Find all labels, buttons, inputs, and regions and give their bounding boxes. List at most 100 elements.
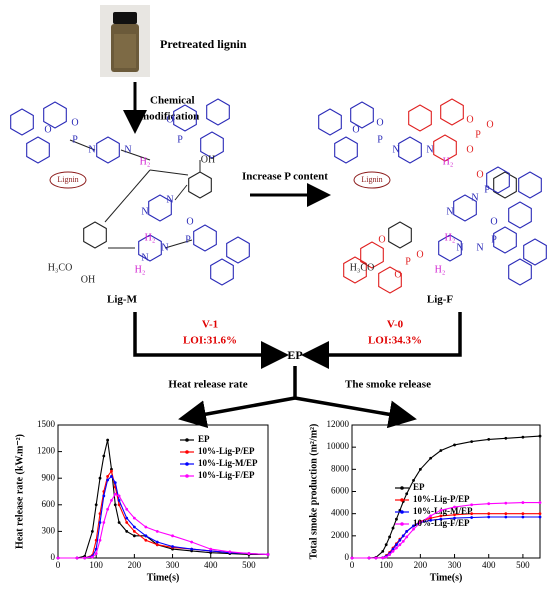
point xyxy=(266,553,270,556)
point xyxy=(470,440,474,444)
atom-label: O xyxy=(378,234,385,245)
point xyxy=(94,503,98,507)
point xyxy=(98,538,102,542)
atom-label: N xyxy=(471,192,478,203)
x-tick-label: 100 xyxy=(379,560,393,570)
point xyxy=(132,525,136,529)
arrow xyxy=(294,396,417,429)
point xyxy=(439,514,443,518)
x-axis-label: Time(s) xyxy=(430,572,463,583)
legend-label: 10%-Lig-M/EP xyxy=(413,506,473,516)
atom-label: Lignin xyxy=(361,175,382,184)
point xyxy=(106,478,110,482)
x-tick-label: 400 xyxy=(204,560,218,570)
branch-label: Heat release rate xyxy=(168,379,247,391)
atom-label: O xyxy=(394,269,401,280)
point xyxy=(453,505,456,509)
lignin-ellipse xyxy=(353,171,391,189)
point xyxy=(439,449,443,452)
point xyxy=(453,443,456,447)
atom-label: Lignin xyxy=(57,175,78,184)
point xyxy=(504,515,508,519)
point xyxy=(90,555,94,559)
plot-frame xyxy=(351,424,541,559)
arrow xyxy=(301,312,462,369)
point xyxy=(125,507,129,511)
point xyxy=(405,530,409,533)
lignin-ellipse xyxy=(49,171,87,189)
point xyxy=(412,527,415,531)
ring xyxy=(518,171,542,199)
legend-label: 10%-Lig-F/EP xyxy=(198,470,255,480)
atom-label: O xyxy=(44,124,51,135)
x-tick-label: 0 xyxy=(56,560,61,570)
y-tick-label: 0 xyxy=(51,552,56,562)
y-tick-label: 600 xyxy=(42,499,56,509)
point xyxy=(429,456,433,460)
point xyxy=(388,535,391,539)
point xyxy=(412,524,415,528)
ring xyxy=(438,234,462,262)
point xyxy=(75,556,79,560)
series-line xyxy=(58,469,269,559)
atom-label: N xyxy=(166,194,173,205)
atom-label: H₂ xyxy=(443,156,454,167)
point xyxy=(155,543,159,547)
y-axis-label: Heat release rate (kW.m⁻²) xyxy=(14,434,25,549)
point xyxy=(106,438,110,442)
legend-label: 10%-Lig-P/EP xyxy=(413,494,470,504)
atom-label: O xyxy=(486,119,493,130)
ring xyxy=(493,226,517,254)
ring xyxy=(96,136,120,164)
ring xyxy=(350,101,374,129)
atom-label: N xyxy=(426,144,433,155)
ring xyxy=(43,101,67,129)
atom-label: N xyxy=(141,206,148,217)
ring xyxy=(378,266,402,294)
atom-label: H₂ xyxy=(135,264,146,275)
step-label: modification xyxy=(140,111,199,123)
ring xyxy=(508,201,532,229)
lignin-photo xyxy=(100,5,150,77)
point xyxy=(538,434,542,438)
x-tick-label: 200 xyxy=(128,560,142,570)
point xyxy=(117,503,121,507)
point xyxy=(429,516,433,520)
ring xyxy=(486,166,510,194)
point xyxy=(439,517,443,521)
x-tick-label: 0 xyxy=(350,560,355,570)
atom-label: O xyxy=(166,114,173,125)
atom-label: OH xyxy=(81,274,95,285)
x-tick-label: 500 xyxy=(242,560,256,570)
legend-marker xyxy=(185,450,189,454)
bond xyxy=(104,169,151,223)
atom-label: N xyxy=(161,242,168,253)
ring xyxy=(388,221,412,249)
y-tick-label: 1500 xyxy=(37,419,56,429)
atom-label: P xyxy=(377,134,383,145)
product: EP xyxy=(287,348,302,362)
point xyxy=(113,492,117,496)
legend-marker xyxy=(185,438,189,442)
ring xyxy=(343,256,367,284)
atom-label: O xyxy=(416,249,423,260)
atom-label: N xyxy=(124,144,131,155)
point xyxy=(381,549,385,553)
x-axis-label: Time(s) xyxy=(147,572,180,583)
point xyxy=(247,552,251,555)
point xyxy=(132,534,136,538)
point xyxy=(190,547,194,551)
loi-value: LOI:34.3% xyxy=(368,335,422,347)
point xyxy=(395,546,398,550)
ring xyxy=(10,108,34,136)
point xyxy=(398,543,402,547)
bond xyxy=(120,149,151,161)
series-line xyxy=(58,493,269,559)
legend-label: 10%-Lig-M/EP xyxy=(198,458,258,468)
point xyxy=(504,512,508,516)
point xyxy=(521,435,525,439)
point xyxy=(113,503,117,507)
point xyxy=(117,521,121,524)
